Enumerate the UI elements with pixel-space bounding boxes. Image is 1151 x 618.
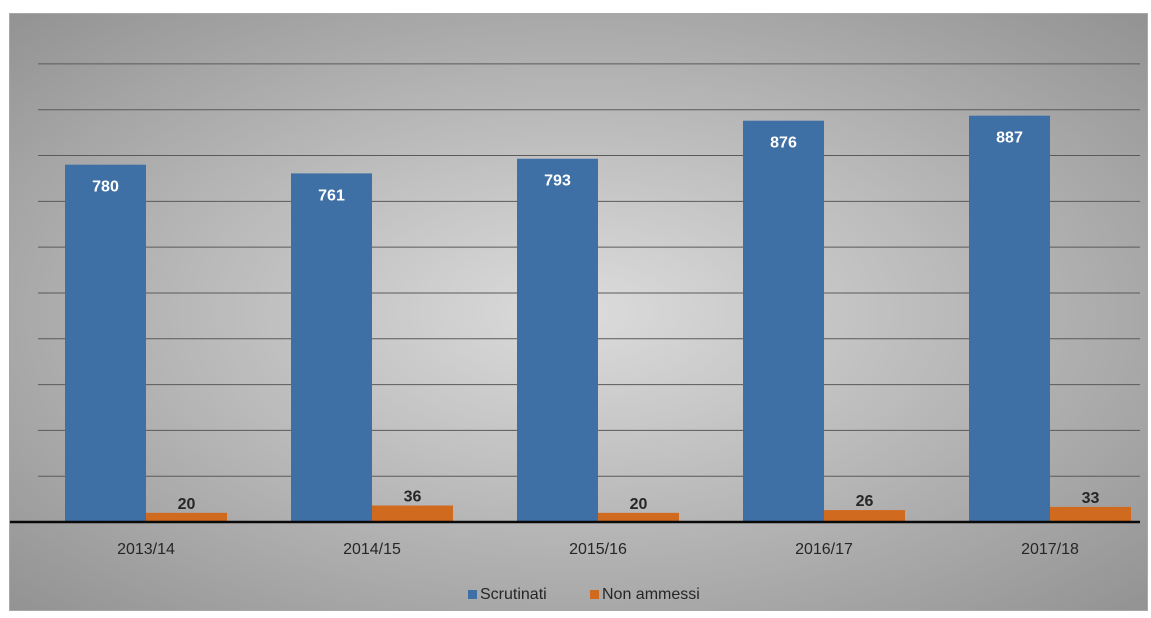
x-tick-label: 2016/17: [795, 541, 853, 558]
legend-swatch-scrutinati: [468, 590, 477, 599]
x-tick-label: 2013/14: [117, 541, 175, 558]
legend: Scrutinati Non ammessi: [468, 586, 700, 603]
bar-scrutinati: [969, 115, 1050, 522]
bar-non-ammessi: [824, 510, 905, 522]
data-label-scrutinati: 793: [544, 173, 571, 190]
data-label-scrutinati: 780: [92, 179, 119, 196]
x-tick-label: 2015/16: [569, 541, 627, 558]
data-label-non-ammessi: 36: [404, 489, 422, 506]
data-label-scrutinati: 876: [770, 135, 797, 152]
labels-layer: 780 20 761 36 793 20 876 26 887 33: [92, 130, 1099, 513]
data-label-scrutinati: 761: [318, 187, 345, 204]
chart-frame: 780 20 761 36 793 20 876 26 887 33 2013/14 2014/15…: [9, 13, 1148, 611]
bar-non-ammessi: [146, 512, 227, 522]
bar-non-ammessi: [1050, 506, 1131, 522]
bar-non-ammessi: [598, 512, 679, 522]
chart-svg: 780 20 761 36 793 20 876 26 887 33 2013/14 2014/15…: [10, 14, 1147, 610]
data-label-non-ammessi: 33: [1082, 490, 1100, 507]
data-label-scrutinati: 887: [996, 130, 1023, 147]
legend-label-non-ammessi: Non ammessi: [602, 586, 700, 603]
x-tick-label: 2017/18: [1021, 541, 1079, 558]
bar-scrutinati: [65, 164, 146, 522]
data-label-non-ammessi: 20: [178, 496, 196, 513]
legend-swatch-non-ammessi: [590, 590, 599, 599]
bar-scrutinati: [517, 158, 598, 522]
legend-label-scrutinati: Scrutinati: [480, 586, 547, 603]
bar-scrutinati: [291, 173, 372, 522]
ticks-layer: 2013/14 2014/15 2015/16 2016/17 2017/18: [10, 520, 1140, 558]
bar-scrutinati: [743, 120, 824, 523]
data-label-non-ammessi: 20: [630, 496, 648, 513]
bar-non-ammessi: [372, 505, 453, 522]
x-tick-label: 2014/15: [343, 541, 401, 558]
bars-layer: [65, 115, 1131, 523]
data-label-non-ammessi: 26: [856, 493, 874, 510]
